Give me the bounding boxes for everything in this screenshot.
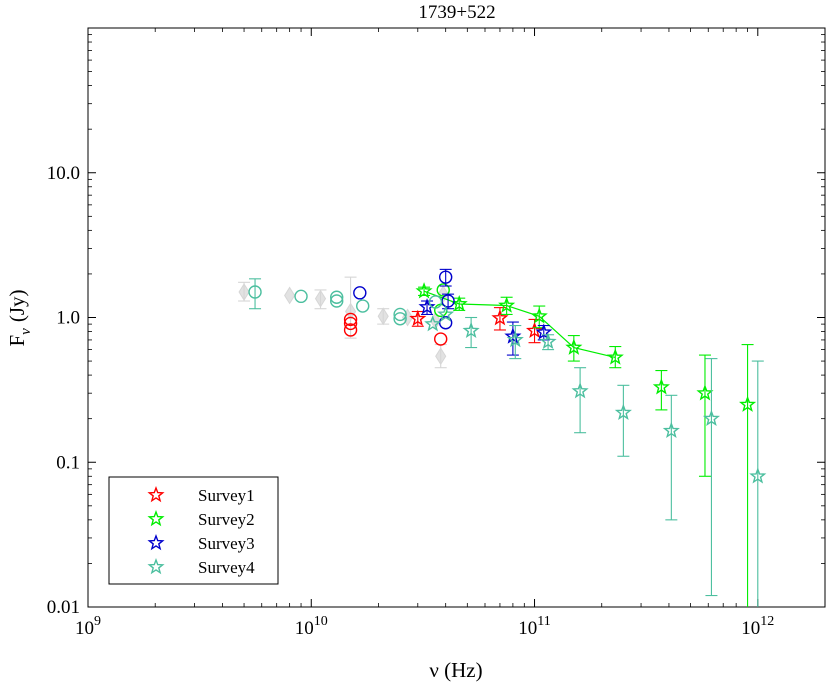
survey2-point (498, 296, 516, 313)
survey4-point (248, 285, 262, 299)
survey3-point (504, 327, 522, 344)
legend: Survey1 Survey2 Survey3 Survey4 (108, 476, 279, 585)
archive-point (238, 283, 250, 301)
marks-layer (238, 268, 767, 607)
survey4-point (437, 305, 455, 322)
archive-point (314, 289, 327, 308)
y-axis-label: Fν (Jy) (5, 289, 34, 346)
survey4-point (330, 294, 344, 308)
survey4-point (462, 321, 480, 339)
x-tick-label: 1012 (741, 614, 774, 639)
survey1-point (434, 332, 448, 346)
survey4-point (614, 403, 632, 420)
legend-marker-survey1 (147, 486, 165, 503)
x-tick-label-exponent: 9 (94, 614, 101, 629)
survey4-point (330, 290, 344, 304)
survey3-point (438, 270, 453, 284)
archive-point (377, 307, 389, 326)
survey4-point (393, 307, 407, 322)
legend-box (108, 476, 279, 585)
survey2-point (606, 348, 624, 365)
survey1-point (343, 312, 358, 327)
survey4-point (571, 382, 589, 399)
x-tick-label-base: 10 (518, 618, 537, 639)
survey2-point (696, 384, 714, 401)
legend-marker-survey3 (147, 534, 165, 551)
y-tick-label: 10.0 (47, 163, 80, 184)
chart-title: 1739+522 (418, 2, 495, 23)
survey1-point (409, 309, 427, 327)
archive-point (344, 302, 357, 321)
x-tick-label-exponent: 11 (537, 614, 550, 629)
x-axis-label: ν (Hz) (429, 658, 482, 682)
survey4-point (424, 315, 442, 332)
legend-label-survey4: Survey4 (198, 558, 255, 577)
survey2-point (530, 307, 548, 324)
x-tick-label-base: 10 (295, 618, 314, 639)
y-tick-label: 0.1 (56, 452, 80, 473)
x-tick-label-exponent: 12 (760, 614, 774, 629)
survey4-point (662, 421, 680, 439)
legend-marker-survey4 (147, 558, 165, 575)
survey2-point (565, 338, 583, 355)
survey4-point (393, 312, 407, 326)
survey4-point (702, 409, 721, 426)
survey1-point (491, 309, 509, 326)
survey3-point (418, 298, 436, 315)
archive-point (284, 286, 296, 305)
legend-label-survey3: Survey3 (198, 534, 255, 553)
legend-label-survey1: Survey1 (198, 486, 255, 505)
y-axis-label-sub: ν (18, 328, 34, 335)
survey2-point (436, 283, 450, 297)
survey1-point (343, 316, 358, 331)
x-tick-label-exponent: 10 (314, 614, 328, 629)
survey4-point (539, 332, 557, 350)
y-tick-label: 0.01 (47, 597, 80, 618)
svg-text:Fν(Jy): Fν (Jy) (5, 289, 34, 346)
survey1-point (343, 323, 358, 337)
x-tick-label: 1011 (518, 614, 550, 639)
survey4-point (749, 467, 767, 484)
survey1-point (525, 321, 544, 339)
y-axis-label-main: F (5, 335, 29, 347)
survey2-point (415, 282, 433, 299)
x-tick-label: 1010 (295, 614, 328, 639)
legend-label-survey2: Survey2 (198, 510, 255, 529)
y-tick-label: 1.0 (56, 308, 80, 329)
legend-marker-survey2 (147, 510, 165, 527)
x-tick-label: 109 (75, 614, 101, 639)
x-tick-label-base: 10 (75, 618, 94, 639)
survey2-point (739, 395, 757, 412)
x-tick-label-base: 10 (741, 618, 760, 639)
y-axis-label-unit: (Jy) (5, 289, 29, 322)
survey3-point (353, 286, 367, 300)
survey4-point (294, 289, 308, 304)
survey2-point (652, 378, 670, 395)
survey4-point (356, 299, 370, 313)
survey4-point (506, 330, 524, 348)
archive-point (435, 347, 447, 366)
survey4-point (428, 295, 443, 309)
